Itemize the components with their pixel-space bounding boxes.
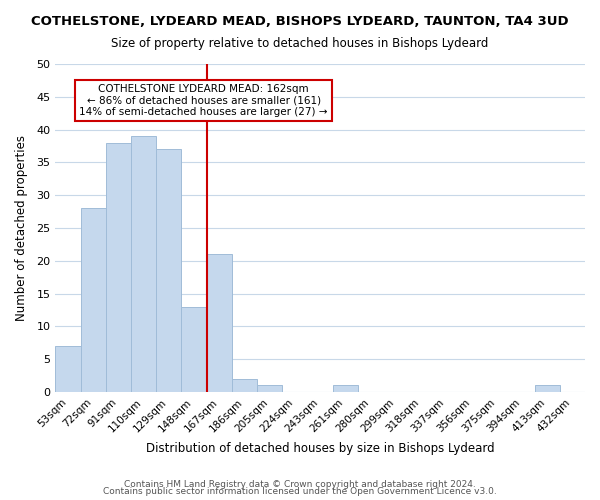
- Bar: [181, 306, 206, 392]
- Text: COTHELSTONE, LYDEARD MEAD, BISHOPS LYDEARD, TAUNTON, TA4 3UD: COTHELSTONE, LYDEARD MEAD, BISHOPS LYDEA…: [31, 15, 569, 28]
- X-axis label: Distribution of detached houses by size in Bishops Lydeard: Distribution of detached houses by size …: [146, 442, 494, 455]
- Bar: [131, 136, 156, 392]
- Y-axis label: Number of detached properties: Number of detached properties: [15, 135, 28, 321]
- Bar: [206, 254, 232, 392]
- Bar: [106, 142, 131, 392]
- Bar: [232, 379, 257, 392]
- Text: Contains HM Land Registry data © Crown copyright and database right 2024.: Contains HM Land Registry data © Crown c…: [124, 480, 476, 489]
- Text: COTHELSTONE LYDEARD MEAD: 162sqm
← 86% of detached houses are smaller (161)
14% : COTHELSTONE LYDEARD MEAD: 162sqm ← 86% o…: [79, 84, 328, 117]
- Text: Contains public sector information licensed under the Open Government Licence v3: Contains public sector information licen…: [103, 488, 497, 496]
- Bar: [535, 386, 560, 392]
- Text: Size of property relative to detached houses in Bishops Lydeard: Size of property relative to detached ho…: [112, 38, 488, 51]
- Bar: [333, 386, 358, 392]
- Bar: [156, 150, 181, 392]
- Bar: [257, 386, 283, 392]
- Bar: [80, 208, 106, 392]
- Bar: [55, 346, 80, 392]
